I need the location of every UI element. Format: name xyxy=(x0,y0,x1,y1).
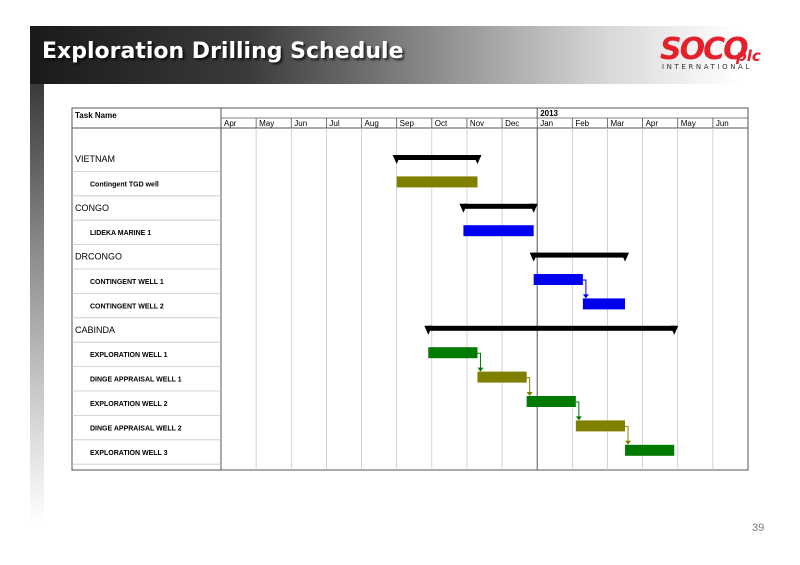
month-label: Aug xyxy=(365,119,379,128)
month-label: Apr xyxy=(646,119,659,128)
left-accent-bar xyxy=(30,84,44,524)
group-label: CABINDA xyxy=(75,325,115,335)
month-label: Jun xyxy=(294,119,307,128)
month-label: Apr xyxy=(224,119,237,128)
summary-start-marker xyxy=(392,155,401,164)
logo-subtitle: INTERNATIONAL xyxy=(662,63,752,71)
month-label: May xyxy=(681,119,696,128)
month-label: Mar xyxy=(610,119,624,128)
header-band xyxy=(30,26,800,84)
dependency-link xyxy=(582,279,587,296)
summary-start-marker xyxy=(459,203,468,213)
dependency-arrowhead xyxy=(477,367,484,372)
summary-start-marker xyxy=(529,252,538,262)
company-logo: SOCO plc INTERNATIONAL xyxy=(660,34,764,74)
summary-bar xyxy=(428,325,675,331)
task-bar xyxy=(575,420,626,432)
month-label: Sep xyxy=(400,119,415,128)
month-label: Jul xyxy=(329,119,339,128)
task-name-header: Task Name xyxy=(75,111,117,120)
logo-suffix: plc xyxy=(736,47,761,65)
dependency-arrowhead xyxy=(625,440,632,445)
task-bar xyxy=(625,444,675,456)
summary-bar xyxy=(533,252,626,258)
task-bar xyxy=(396,176,478,188)
task-bar xyxy=(477,371,527,383)
page-number: 39 xyxy=(752,522,765,534)
dependency-link xyxy=(625,425,629,442)
task-label: LIDEKA MARINE 1 xyxy=(90,230,151,237)
gantt-frame xyxy=(71,107,749,471)
summary-bar xyxy=(463,203,534,209)
month-label: Dec xyxy=(505,119,519,128)
task-bar xyxy=(533,274,583,285)
summary-end-marker xyxy=(473,155,482,164)
task-bar xyxy=(526,396,576,407)
month-label: Jun xyxy=(716,119,729,128)
month-label: May xyxy=(259,119,274,128)
dependency-link xyxy=(477,352,481,369)
task-label: CONTINGENT WELL 1 xyxy=(90,279,164,286)
group-label: CONGO xyxy=(75,203,109,213)
dependency-arrowhead xyxy=(526,392,533,396)
summary-end-marker xyxy=(529,203,538,213)
task-label: EXPLORATION WELL 1 xyxy=(90,352,168,359)
month-label: Oct xyxy=(435,119,448,128)
task-label: Contingent TGD well xyxy=(90,181,159,188)
dependency-arrowhead xyxy=(575,416,582,421)
slide-title: Exploration Drilling Schedule xyxy=(42,39,404,64)
task-label: DINGE APPRAISAL WELL 1 xyxy=(90,377,182,384)
dependency-link xyxy=(526,377,531,393)
task-label: DINGE APPRAISAL WELL 2 xyxy=(90,425,182,432)
task-label: EXPLORATION WELL 2 xyxy=(90,401,168,408)
summary-end-marker xyxy=(621,252,630,262)
month-label: Feb xyxy=(575,119,589,128)
task-bar xyxy=(463,225,534,237)
month-label: Jan xyxy=(540,119,553,128)
group-label: DRCONGO xyxy=(75,252,122,262)
group-label: VIETNAM xyxy=(75,154,115,164)
dependency-link xyxy=(575,401,580,418)
summary-end-marker xyxy=(670,325,679,335)
task-label: CONTINGENT WELL 2 xyxy=(90,303,164,310)
task-bar xyxy=(582,298,626,310)
month-label: Nov xyxy=(470,119,484,128)
logo-wordmark: SOCO xyxy=(660,32,749,67)
summary-start-marker xyxy=(424,325,433,335)
year-label: 2013 xyxy=(540,109,558,118)
task-bar xyxy=(428,347,478,359)
dependency-arrowhead xyxy=(582,294,589,299)
summary-bar xyxy=(396,155,478,160)
task-label: EXPLORATION WELL 3 xyxy=(90,450,168,457)
